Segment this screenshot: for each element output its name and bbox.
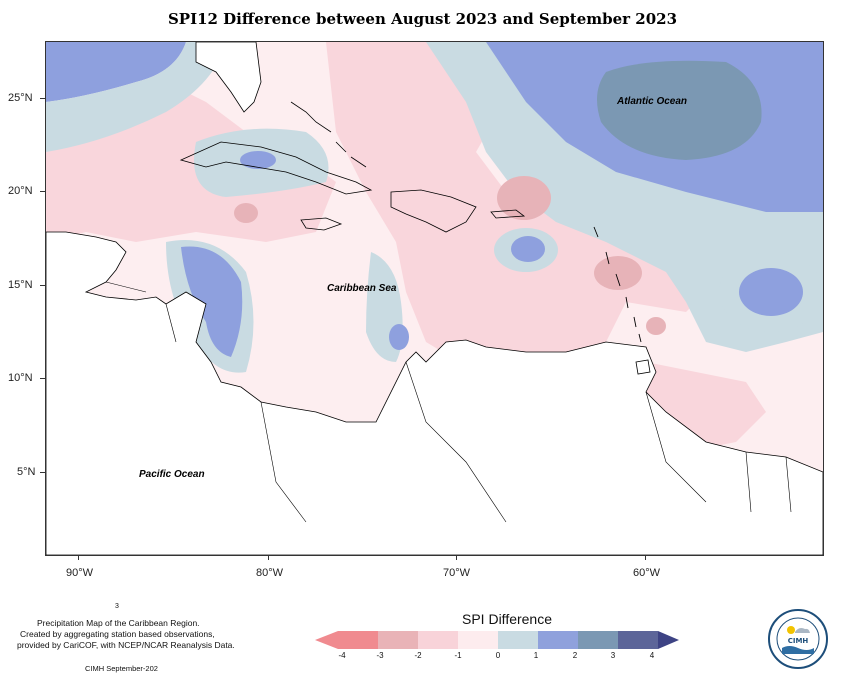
legend-tick-label: -2 (414, 651, 422, 660)
lon-label-80w: 80°W (256, 567, 284, 579)
land-hispaniola (390, 189, 477, 233)
lon-label-70w: 70°W (443, 567, 471, 579)
legend-colorbar (315, 631, 679, 649)
legend-swatch (418, 631, 458, 649)
legend-tick-label: 3 (610, 651, 616, 660)
field-pos-1-northwest (46, 42, 226, 152)
land-cuba (179, 141, 373, 195)
legend-swatch (618, 631, 658, 649)
lat-label-10n: 10°N (8, 372, 33, 384)
legend-swatch (378, 631, 418, 649)
lat-label-20n: 20°N (8, 185, 33, 197)
lon-tick (268, 555, 269, 560)
lon-tick (456, 555, 457, 560)
spi-map: Atlantic Ocean Caribbean Sea Pacific Oce… (46, 42, 823, 555)
land-borders (105, 281, 792, 523)
field-neg-2-west (234, 203, 258, 223)
lat-tick (40, 378, 45, 379)
map-title: SPI12 Difference between August 2023 and… (167, 10, 678, 28)
field-neg-2-hispaniola (497, 176, 551, 220)
lat-tick (40, 98, 45, 99)
field-pos-3-atlantic (597, 60, 762, 160)
field-pos-2-central (389, 324, 409, 350)
legend-tick-label: -4 (338, 651, 346, 660)
field-pos-2-pr (511, 236, 545, 262)
legend-title: SPI Difference (462, 611, 553, 627)
legend-tick-label: 0 (495, 651, 501, 660)
legend-swatch (458, 631, 498, 649)
field-pos-2-east (739, 268, 803, 316)
legend-arrow-left (315, 631, 338, 649)
legend-tick-label: 2 (572, 651, 578, 660)
lon-label-90w: 90°W (66, 567, 94, 579)
legend-swatch (578, 631, 618, 649)
logo-text: CIMH (788, 637, 809, 645)
legend-arrow-right (658, 631, 679, 649)
legend-swatch (498, 631, 538, 649)
lon-tick (78, 555, 79, 560)
field-neg-2-antilles (594, 256, 642, 290)
credit-line-3: provided by CariCOF, with NCEP/NCAR Rean… (17, 640, 235, 650)
legend-tick-label: 1 (533, 651, 539, 660)
field-pos-2-cuba (240, 151, 276, 169)
legend-tick-label: -3 (376, 651, 384, 660)
lon-label-60w: 60°W (633, 567, 661, 579)
lat-label-25n: 25°N (8, 92, 33, 104)
land-bahamas (290, 101, 367, 168)
land-lesser-antilles (593, 226, 642, 343)
label-caribbean-sea: Caribbean Sea (327, 283, 397, 294)
map-frame: Atlantic Ocean Caribbean Sea Pacific Oce… (45, 41, 824, 556)
land-puerto-rico (490, 209, 526, 219)
credit-line-1: Precipitation Map of the Caribbean Regio… (37, 618, 200, 628)
field-neg-2-south (646, 317, 666, 335)
field-pos-2-northwest (46, 42, 186, 102)
land-trinidad (635, 359, 651, 375)
credit-footer: CIMH September-202 (85, 664, 158, 673)
lat-label-15n: 15°N (8, 279, 33, 291)
field-pos-2-central-america (181, 246, 243, 357)
label-pacific-ocean: Pacific Ocean (139, 469, 205, 480)
legend-tick-label: 4 (649, 651, 655, 660)
lat-tick (40, 191, 45, 192)
credit-line-2: Created by aggregating station based obs… (20, 629, 215, 639)
legend-swatch (538, 631, 578, 649)
lat-tick (40, 472, 45, 473)
lon-tick (645, 555, 646, 560)
credit-fragment: 3 (115, 603, 119, 610)
legend-tick-label: -1 (454, 651, 462, 660)
lat-tick (40, 285, 45, 286)
legend-swatch (338, 631, 378, 649)
land-jamaica (300, 217, 343, 231)
lat-label-5n: 5°N (17, 466, 36, 478)
label-atlantic-ocean: Atlantic Ocean (616, 96, 687, 107)
cimh-logo: CIMH (768, 609, 828, 669)
land-central-south-america (46, 231, 823, 555)
land-florida (195, 42, 262, 113)
